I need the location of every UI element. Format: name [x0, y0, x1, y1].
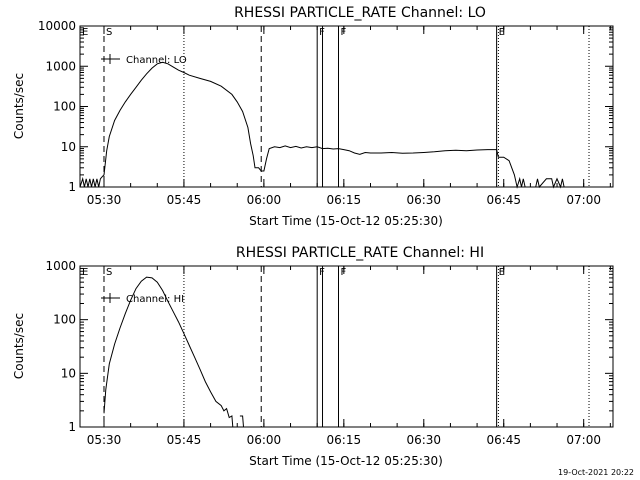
chart-title-hi: RHESSI PARTICLE_RATE Channel: HI: [236, 245, 484, 261]
x-tick-label-lo-0: 05:30: [87, 193, 122, 207]
legend-lo: Channel: LO: [101, 54, 187, 66]
x-tick-label-hi-0: 05:30: [87, 433, 122, 447]
x-tick-label-lo-4: 06:30: [406, 193, 441, 207]
plot-area-hi: ESFFE05:3005:4506:0006:1506:3006:4507:00…: [45, 259, 613, 447]
plot-area-lo: ESFFE05:3005:4506:0006:1506:3006:4507:00…: [38, 19, 613, 207]
x-tick-label-hi-1: 05:45: [167, 433, 202, 447]
series-line-lo-0-0: [79, 61, 565, 189]
series-line-hi-0-1: [239, 415, 244, 428]
y-tick-label-lo-2: 100: [53, 100, 76, 114]
x-tick-label-lo-5: 06:45: [486, 193, 521, 207]
y-tick-label-hi-1: 10: [61, 366, 76, 380]
y-tick-label-lo-3: 1000: [45, 59, 76, 73]
marker-label-hi-7: E: [499, 267, 505, 278]
marker-label-lo-7: E: [499, 27, 505, 38]
x-tick-label-hi-6: 07:00: [566, 433, 601, 447]
marker-label-hi-1: S: [106, 267, 112, 278]
x-tick-label-hi-5: 06:45: [486, 433, 521, 447]
y-axis-label-hi: Counts/sec: [12, 313, 26, 379]
y-axis-label-lo: Counts/sec: [12, 73, 26, 139]
chart-panel-lo: RHESSI PARTICLE_RATE Channel: LO ESFFE05…: [12, 5, 614, 228]
legend-entry-hi: Channel: HI: [126, 294, 184, 305]
marker-label-lo-0: E: [82, 27, 88, 38]
x-tick-label-lo-2: 06:00: [247, 193, 282, 207]
y-tick-label-hi-3: 1000: [45, 259, 76, 273]
marker-label-lo-1: S: [106, 27, 112, 38]
marker-label-hi-0: E: [82, 267, 88, 278]
x-tick-label-hi-2: 06:00: [247, 433, 282, 447]
x-tick-label-lo-1: 05:45: [167, 193, 202, 207]
legend-hi: Channel: HI: [101, 293, 184, 305]
x-axis-label-lo: Start Time (15-Oct-12 05:25:30): [249, 214, 443, 228]
y-tick-label-lo-1: 10: [61, 140, 76, 154]
legend-entry-lo: Channel: LO: [126, 55, 187, 66]
y-tick-label-hi-2: 100: [53, 313, 76, 327]
chart-title-lo: RHESSI PARTICLE_RATE Channel: LO: [234, 5, 486, 21]
y-tick-label-hi-0: 1: [68, 420, 76, 434]
x-tick-label-lo-6: 07:00: [566, 193, 601, 207]
plot-frame-hi: [79, 265, 614, 428]
x-tick-label-hi-3: 06:15: [327, 433, 362, 447]
y-tick-label-lo-4: 10000: [38, 19, 76, 33]
x-tick-label-hi-4: 06:30: [406, 433, 441, 447]
plot-timestamp: 19-Oct-2021 20:22: [558, 468, 634, 477]
x-tick-label-lo-3: 06:15: [327, 193, 362, 207]
plot-frame-lo: [79, 25, 614, 188]
chart-panel-hi: RHESSI PARTICLE_RATE Channel: HI ESFFE05…: [12, 245, 614, 468]
series-line-hi-0-0: [103, 276, 234, 428]
x-axis-label-hi: Start Time (15-Oct-12 05:25:30): [249, 454, 443, 468]
y-tick-label-lo-0: 1: [68, 180, 76, 194]
